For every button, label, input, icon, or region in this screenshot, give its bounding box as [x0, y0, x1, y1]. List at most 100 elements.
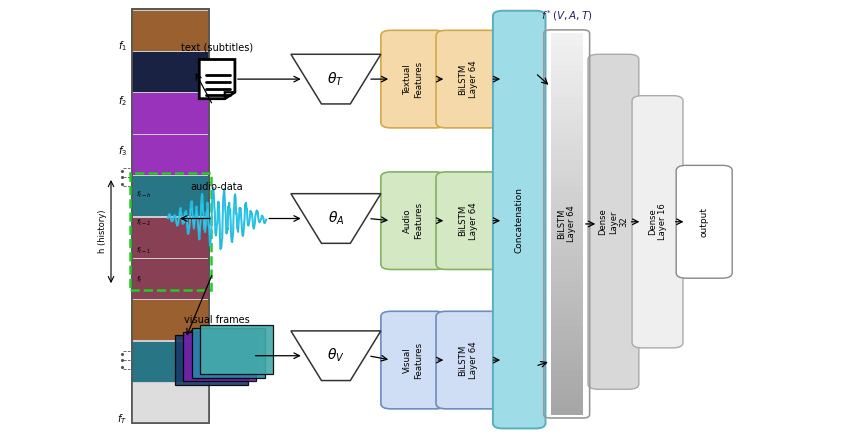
Bar: [551, 262, 583, 268]
Bar: [551, 395, 583, 402]
Bar: [551, 300, 583, 306]
Bar: [551, 370, 583, 376]
Text: $f_{t-2}$: $f_{t-2}$: [136, 218, 151, 228]
Bar: [551, 319, 583, 326]
Bar: [551, 281, 583, 288]
FancyBboxPatch shape: [381, 311, 445, 409]
Bar: [551, 167, 583, 173]
Bar: [551, 294, 583, 300]
Bar: [133, 383, 208, 423]
FancyBboxPatch shape: [677, 165, 732, 278]
Bar: [551, 72, 583, 78]
Text: $f_T$: $f_T$: [117, 412, 128, 426]
Bar: [551, 135, 583, 141]
Bar: [551, 218, 583, 224]
Bar: [133, 11, 208, 51]
Bar: [551, 40, 583, 46]
Bar: [551, 46, 583, 52]
Text: text (subtitles): text (subtitles): [181, 43, 253, 53]
Bar: [133, 52, 208, 92]
Text: BiLSTM
Layer 64: BiLSTM Layer 64: [459, 60, 478, 98]
Bar: [551, 389, 583, 395]
Text: Dense
Layer
32: Dense Layer 32: [598, 208, 628, 235]
Bar: [551, 78, 583, 84]
FancyBboxPatch shape: [493, 11, 546, 428]
Text: Audio
Features: Audio Features: [404, 202, 422, 239]
Text: h (history): h (history): [98, 210, 107, 253]
Bar: [133, 176, 208, 216]
Text: $\theta_T$: $\theta_T$: [327, 70, 344, 88]
Bar: [551, 84, 583, 90]
Bar: [551, 103, 583, 110]
Text: $f_{t-1}$: $f_{t-1}$: [136, 246, 151, 256]
Text: $f_3$: $f_3$: [118, 144, 127, 158]
Bar: [551, 198, 583, 205]
Bar: [551, 97, 583, 103]
Bar: [130, 173, 211, 290]
Text: BiLSTM
Layer 64: BiLSTM Layer 64: [557, 205, 576, 243]
Text: BiLSTM
Layer 64: BiLSTM Layer 64: [459, 202, 478, 239]
Bar: [551, 148, 583, 154]
FancyBboxPatch shape: [174, 335, 247, 385]
Bar: [551, 288, 583, 294]
Bar: [551, 338, 583, 345]
FancyBboxPatch shape: [436, 172, 501, 270]
FancyBboxPatch shape: [183, 332, 256, 382]
Bar: [551, 205, 583, 211]
Bar: [551, 326, 583, 332]
FancyBboxPatch shape: [436, 30, 501, 128]
Bar: [551, 408, 583, 415]
Text: $f^*(V,A,T)$: $f^*(V,A,T)$: [541, 9, 592, 23]
Bar: [133, 300, 208, 340]
Text: $f_{t-h}$: $f_{t-h}$: [136, 190, 151, 200]
Bar: [551, 110, 583, 116]
Text: audio-data: audio-data: [190, 182, 243, 192]
Text: $f_1$: $f_1$: [118, 39, 127, 53]
Bar: [551, 250, 583, 256]
Text: Visual
Features: Visual Features: [404, 341, 422, 378]
Bar: [551, 224, 583, 230]
FancyBboxPatch shape: [191, 328, 264, 378]
Bar: [551, 364, 583, 370]
Bar: [551, 90, 583, 97]
Bar: [133, 218, 208, 258]
Text: $f_2$: $f_2$: [118, 94, 127, 108]
Bar: [551, 357, 583, 364]
Bar: [551, 128, 583, 135]
Bar: [551, 376, 583, 383]
FancyBboxPatch shape: [588, 54, 639, 389]
Bar: [551, 230, 583, 237]
Bar: [551, 268, 583, 275]
Bar: [551, 116, 583, 122]
Bar: [551, 173, 583, 180]
Bar: [551, 122, 583, 128]
Bar: [551, 313, 583, 319]
FancyBboxPatch shape: [632, 96, 683, 348]
Text: output: output: [700, 207, 709, 237]
Bar: [133, 342, 208, 382]
Text: visual frames: visual frames: [184, 315, 250, 325]
Bar: [551, 154, 583, 160]
FancyBboxPatch shape: [436, 311, 501, 409]
Bar: [551, 306, 583, 313]
Bar: [551, 256, 583, 262]
FancyBboxPatch shape: [200, 325, 273, 375]
FancyBboxPatch shape: [381, 172, 445, 270]
Bar: [551, 237, 583, 243]
Bar: [551, 160, 583, 167]
Text: $\theta_V$: $\theta_V$: [327, 347, 345, 364]
Bar: [133, 10, 208, 423]
Text: $\theta_A$: $\theta_A$: [327, 210, 344, 227]
Bar: [551, 332, 583, 338]
Bar: [551, 211, 583, 218]
Bar: [551, 141, 583, 148]
Bar: [551, 65, 583, 72]
Bar: [551, 402, 583, 408]
Text: Textual
Features: Textual Features: [404, 61, 422, 97]
Text: $f_t$: $f_t$: [136, 274, 142, 284]
Bar: [551, 243, 583, 250]
Polygon shape: [199, 59, 235, 99]
Bar: [551, 180, 583, 186]
Text: Concatenation: Concatenation: [515, 187, 524, 253]
FancyBboxPatch shape: [381, 30, 445, 128]
